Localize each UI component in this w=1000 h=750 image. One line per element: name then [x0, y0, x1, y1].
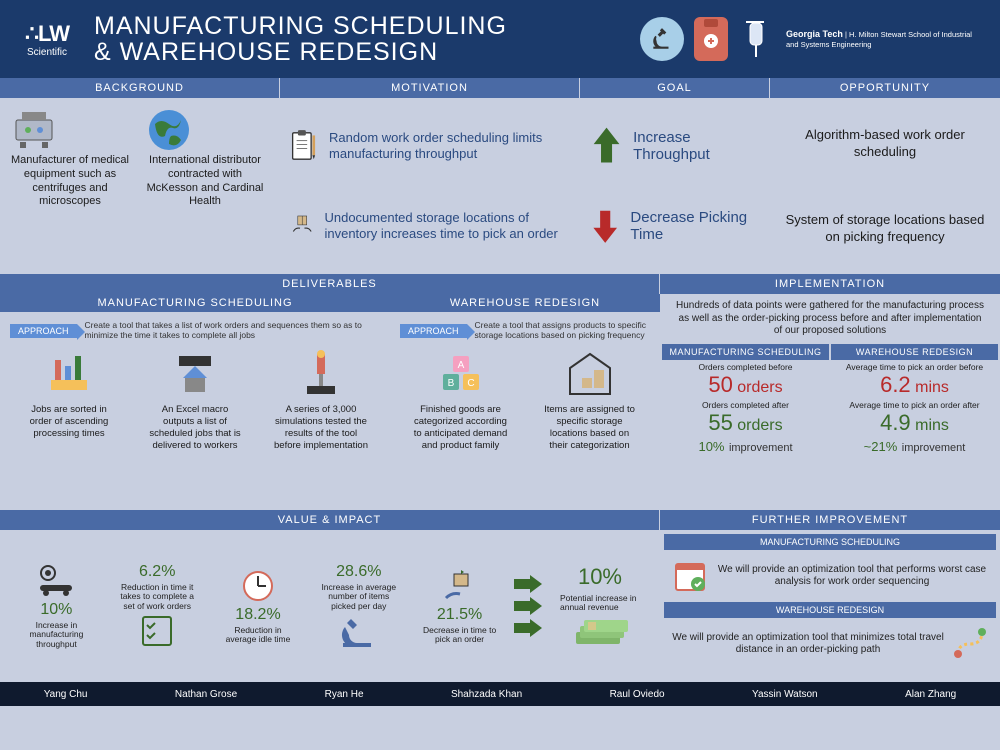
- title: MANUFACTURING SCHEDULING & WAREHOUSE RED…: [94, 13, 626, 66]
- arrow-right-icon: [514, 619, 542, 637]
- abc-blocks-icon: AB C: [437, 350, 485, 398]
- title-line2: & WAREHOUSE REDESIGN: [94, 39, 626, 65]
- value-left: 10% Increase in manufacturing throughput…: [0, 530, 660, 682]
- approach-tag: APPROACH: [10, 324, 77, 338]
- v-idle: 18.2% Reduction in average idle time: [212, 568, 305, 645]
- arrows: [514, 575, 542, 637]
- school-credit: Georgia Tech | H. Milton Stewart School …: [786, 29, 986, 49]
- author: Raul Oviedo: [610, 689, 665, 700]
- arrow-right-icon: [514, 597, 542, 615]
- author: Yang Chu: [44, 689, 88, 700]
- further-sched: We will provide an optimization tool tha…: [664, 554, 996, 598]
- wh-item-2: Items are assigned to specific storage l…: [529, 350, 650, 502]
- logo-text: Scientific: [27, 47, 67, 58]
- motivation-cell: Random work order scheduling limits manu…: [280, 98, 580, 274]
- revenue: 10% Potential increase in annual revenue: [550, 564, 650, 649]
- opportunity-cell: Algorithm-based work order scheduling Sy…: [770, 98, 1000, 274]
- poster: ∴LW Scientific MANUFACTURING SCHEDULING …: [0, 0, 1000, 750]
- arrow-up-icon: [590, 124, 623, 168]
- bar-background: BACKGROUND: [0, 78, 280, 98]
- clipboard-pencil-icon: [290, 120, 319, 172]
- opp-2: System of storage locations based on pic…: [780, 212, 990, 246]
- implementation-cell: Hundreds of data points were gathered fo…: [660, 294, 1000, 510]
- bottom-bars: VALUE & IMPACT FURTHER IMPROVEMENT: [0, 510, 1000, 530]
- further-col: MANUFACTURING SCHEDULING We will provide…: [660, 530, 1000, 682]
- author: Yassin Watson: [752, 689, 818, 700]
- sched-item-2: An Excel macro outputs a list of schedul…: [136, 350, 254, 502]
- conveyor-icon: [36, 563, 76, 599]
- motiv-2: Undocumented storage locations of invent…: [290, 186, 570, 266]
- checklist-icon: [137, 613, 177, 649]
- equipment-icon: [10, 106, 58, 154]
- impl-sched: MANUFACTURING SCHEDULING Orders complete…: [662, 344, 829, 511]
- deliv-scheduling: MANUFACTURING SCHEDULING APPROACH Create…: [0, 294, 390, 510]
- excel-output-icon: [171, 350, 219, 398]
- header: ∴LW Scientific MANUFACTURING SCHEDULING …: [0, 0, 1000, 78]
- arrow-down-icon: [590, 204, 620, 248]
- opp-1: Algorithm-based work order scheduling: [780, 127, 990, 161]
- motiv-1: Random work order scheduling limits manu…: [290, 106, 570, 186]
- logo-mark: ∴LW: [25, 21, 69, 47]
- bar-deliverables: DELIVERABLES: [0, 274, 660, 294]
- goal-cell: Increase Throughput Decrease Picking Tim…: [580, 98, 770, 274]
- sort-machine-icon: [45, 350, 93, 398]
- bg-item1: Manufacturer of medical equipment such a…: [10, 106, 135, 266]
- microscope-icon: [640, 17, 684, 61]
- author: Ryan He: [325, 689, 364, 700]
- money-stack-icon: [572, 616, 628, 648]
- bar-value: VALUE & IMPACT: [0, 510, 660, 530]
- row-value: 10% Increase in manufacturing throughput…: [0, 530, 1000, 682]
- drill-press-icon: [297, 350, 345, 398]
- hands-box-icon: [290, 200, 314, 252]
- background-cell: Manufacturer of medical equipment such a…: [0, 98, 280, 274]
- goal-2: Decrease Picking Time: [590, 186, 760, 266]
- v-pick-time: 21.5% Decrease in time to pick an order: [413, 568, 506, 645]
- title-line1: MANUFACTURING SCHEDULING: [94, 13, 626, 39]
- microscope2-icon: [339, 613, 379, 649]
- iv-bag-icon: [738, 17, 772, 61]
- author: Alan Zhang: [905, 689, 956, 700]
- mid-bars: DELIVERABLES IMPLEMENTATION: [0, 274, 1000, 294]
- approach-tag-2: APPROACH: [400, 324, 467, 338]
- v-time-reduction: 6.2% Reduction in time it takes to compl…: [111, 563, 204, 649]
- top-bars: BACKGROUND MOTIVATION GOAL OPPORTUNITY: [0, 78, 1000, 98]
- sched-item-3: A series of 3,000 simulations tested the…: [262, 350, 380, 502]
- v-items-picked: 28.6% Increase in average number of item…: [312, 563, 405, 649]
- v-throughput: 10% Increase in manufacturing throughput: [10, 563, 103, 649]
- clock-icon: [238, 568, 278, 604]
- logo: ∴LW Scientific: [14, 11, 80, 67]
- deliv-warehouse: WAREHOUSE REDESIGN APPROACH Create a too…: [390, 294, 660, 510]
- author: Shahzada Khan: [451, 689, 522, 700]
- goal-1: Increase Throughput: [590, 106, 760, 186]
- bar-further: FURTHER IMPROVEMENT: [660, 510, 1000, 530]
- svg-text:C: C: [467, 378, 474, 389]
- svg-text:B: B: [447, 378, 454, 389]
- footer: Yang Chu Nathan Grose Ryan He Shahzada K…: [0, 682, 1000, 706]
- author: Nathan Grose: [175, 689, 237, 700]
- globe-icon: [145, 106, 193, 154]
- arrow-right-icon: [514, 575, 542, 593]
- sched-item-1: Jobs are sorted in order of ascending pr…: [10, 350, 128, 502]
- bar-opportunity: OPPORTUNITY: [770, 78, 1000, 98]
- box-hand-icon: [440, 568, 480, 604]
- warehouse-icon: [566, 350, 614, 398]
- svg-text:A: A: [457, 360, 464, 371]
- calendar-check-icon: [672, 558, 708, 594]
- further-wh: We will provide an optimization tool tha…: [664, 622, 996, 666]
- bar-implementation: IMPLEMENTATION: [660, 274, 1000, 294]
- route-icon: [952, 626, 988, 662]
- bar-goal: GOAL: [580, 78, 770, 98]
- wh-item-1: ABC Finished goods are categorized accor…: [400, 350, 521, 502]
- clipboard-icon: [694, 17, 728, 61]
- row-deliverables: MANUFACTURING SCHEDULING APPROACH Create…: [0, 294, 1000, 510]
- bg-item2: International distributor contracted wit…: [145, 106, 270, 266]
- bar-motivation: MOTIVATION: [280, 78, 580, 98]
- row-top: Manufacturer of medical equipment such a…: [0, 98, 1000, 274]
- impl-wh: WAREHOUSE REDESIGN Average time to pick …: [831, 344, 998, 511]
- header-icons: [640, 17, 772, 61]
